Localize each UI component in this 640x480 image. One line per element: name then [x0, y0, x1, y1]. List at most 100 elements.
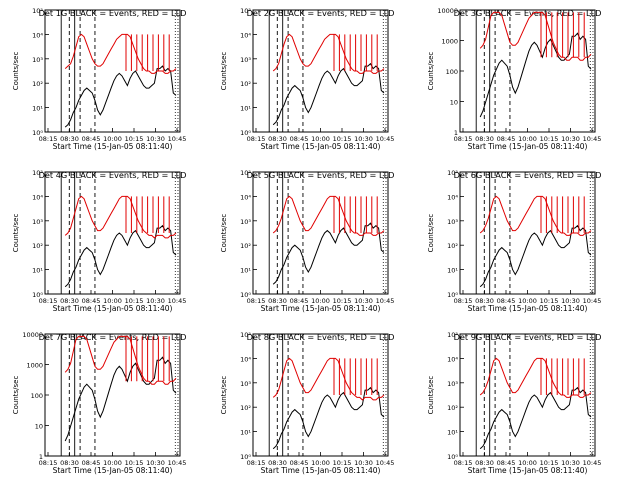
- x-tick-label: 10:45: [168, 459, 187, 467]
- x-tick-label: 10:15: [125, 135, 144, 143]
- y-tick-label: 10⁴: [32, 193, 43, 201]
- x-tick-label: 10:00: [518, 297, 537, 305]
- x-axis-label: Start Time (15-Jan-05 08:11:40): [53, 142, 173, 151]
- x-tick-label: 10:30: [561, 459, 580, 467]
- panel-title: Det 7G BLACK = Events, RED = LLD: [39, 332, 187, 342]
- panel-title: Det 9G BLACK = Events, RED = LLD: [454, 332, 602, 342]
- x-axis-label: Start Time (15-Jan-05 08:11:40): [53, 466, 173, 475]
- y-tick-label: 100: [31, 392, 43, 400]
- panel-title: Det 8G BLACK = Events, RED = LLD: [247, 332, 395, 342]
- series-lld: [479, 11, 592, 61]
- series-events: [479, 32, 592, 118]
- y-tick-label: 10⁵: [447, 331, 458, 339]
- series-events: [272, 62, 385, 126]
- x-axis-label: Start Time (15-Jan-05 08:11:40): [261, 304, 381, 313]
- x-axis-label: Start Time (15-Jan-05 08:11:40): [53, 304, 173, 313]
- x-tick-label: 08:15: [39, 297, 58, 305]
- x-tick-label: 10:30: [354, 297, 373, 305]
- x-tick-label: 10:00: [103, 459, 122, 467]
- y-tick-label: 1000: [441, 38, 458, 46]
- x-tick-label: 10:15: [333, 135, 352, 143]
- x-tick-label: 10:00: [518, 459, 537, 467]
- y-tick-label: 10000: [22, 331, 43, 339]
- panel-7: Det 7G BLACK = Events, RED = LLD Counts/s…: [12, 331, 186, 475]
- y-tick-label: 10⁴: [32, 31, 43, 39]
- y-axis-label: Counts/sec: [220, 214, 228, 253]
- x-tick-label: 08:45: [497, 297, 516, 305]
- x-tick-label: 08:30: [475, 135, 494, 143]
- x-tick-label: 10:45: [376, 459, 395, 467]
- series-lld: [479, 195, 592, 236]
- panel-8: Det 8G BLACK = Events, RED = LLD Counts/s…: [220, 331, 394, 475]
- x-tick-label: 08:30: [60, 297, 79, 305]
- y-tick-label: 10000: [437, 7, 458, 15]
- y-tick-label: 100: [446, 68, 458, 76]
- x-tick-label: 08:45: [497, 135, 516, 143]
- y-axis-label: Counts/sec: [12, 214, 20, 253]
- x-tick-label: 10:00: [103, 297, 122, 305]
- x-tick-label: 10:00: [518, 135, 537, 143]
- y-tick-label: 10²: [240, 404, 251, 412]
- y-axis-label: Counts/sec: [12, 376, 20, 415]
- y-tick-label: 10²: [32, 80, 43, 88]
- series-events: [272, 222, 385, 285]
- x-tick-label: 08:15: [39, 459, 58, 467]
- y-tick-label: 10¹: [447, 267, 458, 275]
- x-tick-label: 10:15: [540, 297, 559, 305]
- x-tick-label: 08:15: [247, 459, 266, 467]
- y-tick-label: 10²: [447, 404, 458, 412]
- y-tick-label: 1: [39, 453, 43, 461]
- series-events: [64, 356, 177, 442]
- y-tick-label: 10¹: [240, 105, 251, 113]
- x-tick-label: 10:45: [583, 135, 602, 143]
- y-tick-label: 10³: [447, 380, 458, 388]
- series-lld: [479, 357, 592, 398]
- y-tick-label: 1: [454, 129, 458, 137]
- y-tick-label: 10⁴: [240, 31, 251, 39]
- x-tick-label: 10:30: [354, 459, 373, 467]
- y-axis-label: Counts/sec: [427, 376, 435, 415]
- x-tick-label: 10:30: [146, 297, 165, 305]
- x-tick-label: 10:30: [146, 135, 165, 143]
- panel-title: Det 2G BLACK = Events, RED = LLD: [247, 8, 395, 18]
- y-tick-label: 10⁵: [240, 169, 251, 177]
- y-tick-label: 10³: [32, 218, 43, 226]
- panel-title: Det 1G BLACK = Events, RED = LLD: [39, 8, 187, 18]
- x-tick-label: 10:45: [168, 297, 187, 305]
- x-tick-label: 08:30: [60, 135, 79, 143]
- x-tick-label: 10:45: [376, 135, 395, 143]
- y-tick-label: 10²: [240, 80, 251, 88]
- y-tick-label: 10²: [240, 242, 251, 250]
- panel-title: Det 5G BLACK = Events, RED = LLD: [247, 170, 395, 180]
- y-tick-label: 10⁰: [240, 129, 251, 137]
- y-tick-label: 10⁵: [32, 7, 43, 15]
- x-tick-label: 08:45: [290, 459, 309, 467]
- y-tick-label: 10⁵: [447, 169, 458, 177]
- series-events: [64, 65, 177, 128]
- panel-2: Det 2G BLACK = Events, RED = LLD Counts/s…: [220, 7, 394, 151]
- series-events: [272, 386, 385, 450]
- x-tick-label: 10:30: [561, 135, 580, 143]
- x-tick-label: 10:00: [311, 459, 330, 467]
- y-tick-label: 10⁰: [240, 453, 251, 461]
- y-tick-label: 10⁴: [240, 355, 251, 363]
- x-tick-label: 08:15: [454, 135, 473, 143]
- x-tick-label: 08:15: [247, 135, 266, 143]
- y-tick-label: 10: [35, 423, 43, 431]
- y-tick-label: 1000: [26, 362, 43, 370]
- panel-6: Det 6G BLACK = Events, RED = LLD Counts/s…: [427, 169, 601, 313]
- y-axis-label: Counts/sec: [12, 52, 20, 91]
- y-tick-label: 10¹: [32, 105, 43, 113]
- x-tick-label: 08:45: [497, 459, 516, 467]
- x-tick-label: 08:15: [454, 459, 473, 467]
- y-tick-label: 10⁰: [32, 291, 43, 299]
- series-events: [479, 224, 592, 288]
- y-tick-label: 10⁰: [447, 291, 458, 299]
- x-tick-label: 10:15: [333, 297, 352, 305]
- x-axis-label: Start Time (15-Jan-05 08:11:40): [468, 142, 588, 151]
- x-tick-label: 08:30: [268, 135, 287, 143]
- x-tick-label: 08:45: [290, 297, 309, 305]
- y-tick-label: 10³: [447, 218, 458, 226]
- series-lld: [272, 357, 385, 401]
- plot-frame: [44, 171, 181, 295]
